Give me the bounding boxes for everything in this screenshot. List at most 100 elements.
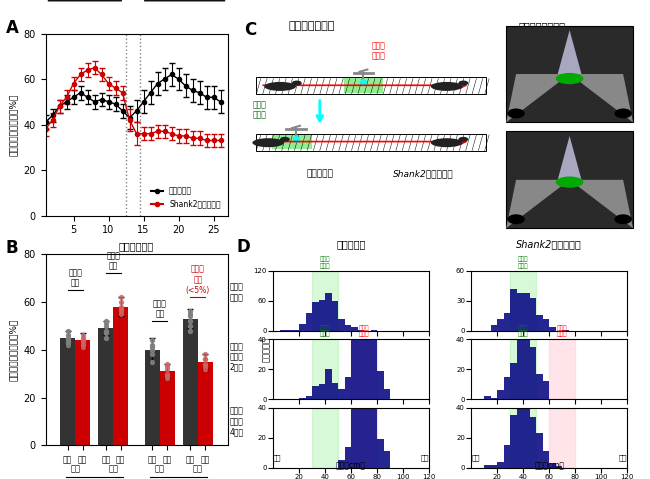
Bar xyxy=(358,279,364,399)
Text: 初期: 初期 xyxy=(155,465,165,474)
Bar xyxy=(506,26,633,123)
Text: 時間（秒）: 時間（秒） xyxy=(262,337,271,362)
Point xyxy=(185,317,196,325)
Bar xyxy=(351,336,358,399)
Bar xyxy=(344,446,351,468)
Text: A: A xyxy=(5,19,18,37)
Point xyxy=(62,341,73,349)
Point xyxy=(101,327,111,334)
Point xyxy=(162,375,172,382)
Text: 移動前
目的地: 移動前 目的地 xyxy=(371,41,385,61)
Bar xyxy=(384,451,390,468)
Bar xyxy=(510,339,536,399)
Text: 終点: 終点 xyxy=(421,455,429,461)
Point xyxy=(116,298,126,306)
Bar xyxy=(370,339,377,399)
Point xyxy=(147,341,157,349)
Bar xyxy=(562,330,569,331)
Bar xyxy=(338,460,344,468)
Text: 有意差
あり
(<5%): 有意差 あり (<5%) xyxy=(186,265,210,295)
Text: B: B xyxy=(5,239,18,257)
Point xyxy=(147,343,157,351)
Bar xyxy=(523,293,530,331)
Text: Shank2欠損マウス: Shank2欠損マウス xyxy=(393,170,453,179)
Polygon shape xyxy=(506,180,569,228)
Polygon shape xyxy=(506,74,569,123)
Point xyxy=(116,310,126,318)
Bar xyxy=(306,396,312,399)
Polygon shape xyxy=(558,136,582,180)
Text: RIKEN: RIKEN xyxy=(601,31,618,35)
Bar xyxy=(318,299,325,331)
Bar xyxy=(377,439,384,468)
Text: 後期: 後期 xyxy=(193,465,203,474)
Point xyxy=(185,312,196,320)
Bar xyxy=(280,330,286,331)
Text: 移動後
目的地: 移動後 目的地 xyxy=(359,325,369,337)
Bar xyxy=(517,331,523,399)
Bar xyxy=(312,339,338,399)
Bar xyxy=(484,465,491,468)
Text: 正常マウス: 正常マウス xyxy=(336,239,366,249)
Point xyxy=(62,339,73,346)
Bar xyxy=(332,301,338,331)
Point xyxy=(62,336,73,344)
Bar xyxy=(358,352,364,468)
Bar xyxy=(506,131,633,228)
Text: 移動前
目的地: 移動前 目的地 xyxy=(320,325,330,337)
Circle shape xyxy=(614,108,632,118)
Bar xyxy=(504,312,510,331)
Ellipse shape xyxy=(252,138,284,147)
Ellipse shape xyxy=(292,80,302,86)
Bar xyxy=(325,293,332,331)
Bar xyxy=(517,397,523,468)
Point xyxy=(77,334,88,342)
Point xyxy=(185,310,196,318)
Bar xyxy=(510,363,517,399)
Bar xyxy=(543,381,549,399)
Text: 有意差
なし: 有意差 なし xyxy=(153,299,166,319)
Bar xyxy=(312,302,318,331)
Point xyxy=(200,365,211,373)
Text: 移動後
目的地: 移動後 目的地 xyxy=(252,100,266,119)
Bar xyxy=(256,78,486,94)
Text: C: C xyxy=(244,21,257,39)
Point xyxy=(200,355,211,363)
Circle shape xyxy=(508,214,525,224)
Ellipse shape xyxy=(556,73,584,84)
Text: Shank2欠損マウス: Shank2欠損マウス xyxy=(516,239,582,249)
Text: 目的地
移動後
2回目: 目的地 移動後 2回目 xyxy=(229,342,244,372)
Bar xyxy=(183,319,198,445)
Point xyxy=(101,317,111,325)
Bar xyxy=(344,78,384,93)
Bar xyxy=(543,319,549,331)
Point xyxy=(101,322,111,330)
Bar xyxy=(286,330,292,331)
Text: RIKEN: RIKEN xyxy=(601,137,618,141)
Bar xyxy=(510,271,536,331)
Bar xyxy=(272,134,312,149)
Point xyxy=(200,360,211,368)
Text: 目的地移動実験: 目的地移動実験 xyxy=(288,21,335,31)
Ellipse shape xyxy=(265,82,296,91)
Point xyxy=(116,308,126,315)
Point xyxy=(101,319,111,327)
Point xyxy=(77,331,88,339)
Ellipse shape xyxy=(458,80,468,86)
Point xyxy=(162,360,172,368)
Bar xyxy=(338,388,344,399)
Bar xyxy=(497,319,504,331)
Bar xyxy=(517,293,523,331)
Polygon shape xyxy=(558,30,582,74)
Text: 有意差
なし: 有意差 なし xyxy=(107,251,120,271)
Text: 始点: 始点 xyxy=(471,455,480,461)
Bar xyxy=(299,398,305,399)
Point xyxy=(162,363,172,370)
Bar xyxy=(160,371,175,445)
Text: マウスからの視点: マウスからの視点 xyxy=(518,21,565,31)
Bar xyxy=(113,307,128,445)
Bar xyxy=(491,325,497,331)
Legend: 正常マウス, Shank2欠損マウス: 正常マウス, Shank2欠損マウス xyxy=(148,184,224,212)
Point xyxy=(101,334,111,342)
Bar xyxy=(384,388,390,399)
